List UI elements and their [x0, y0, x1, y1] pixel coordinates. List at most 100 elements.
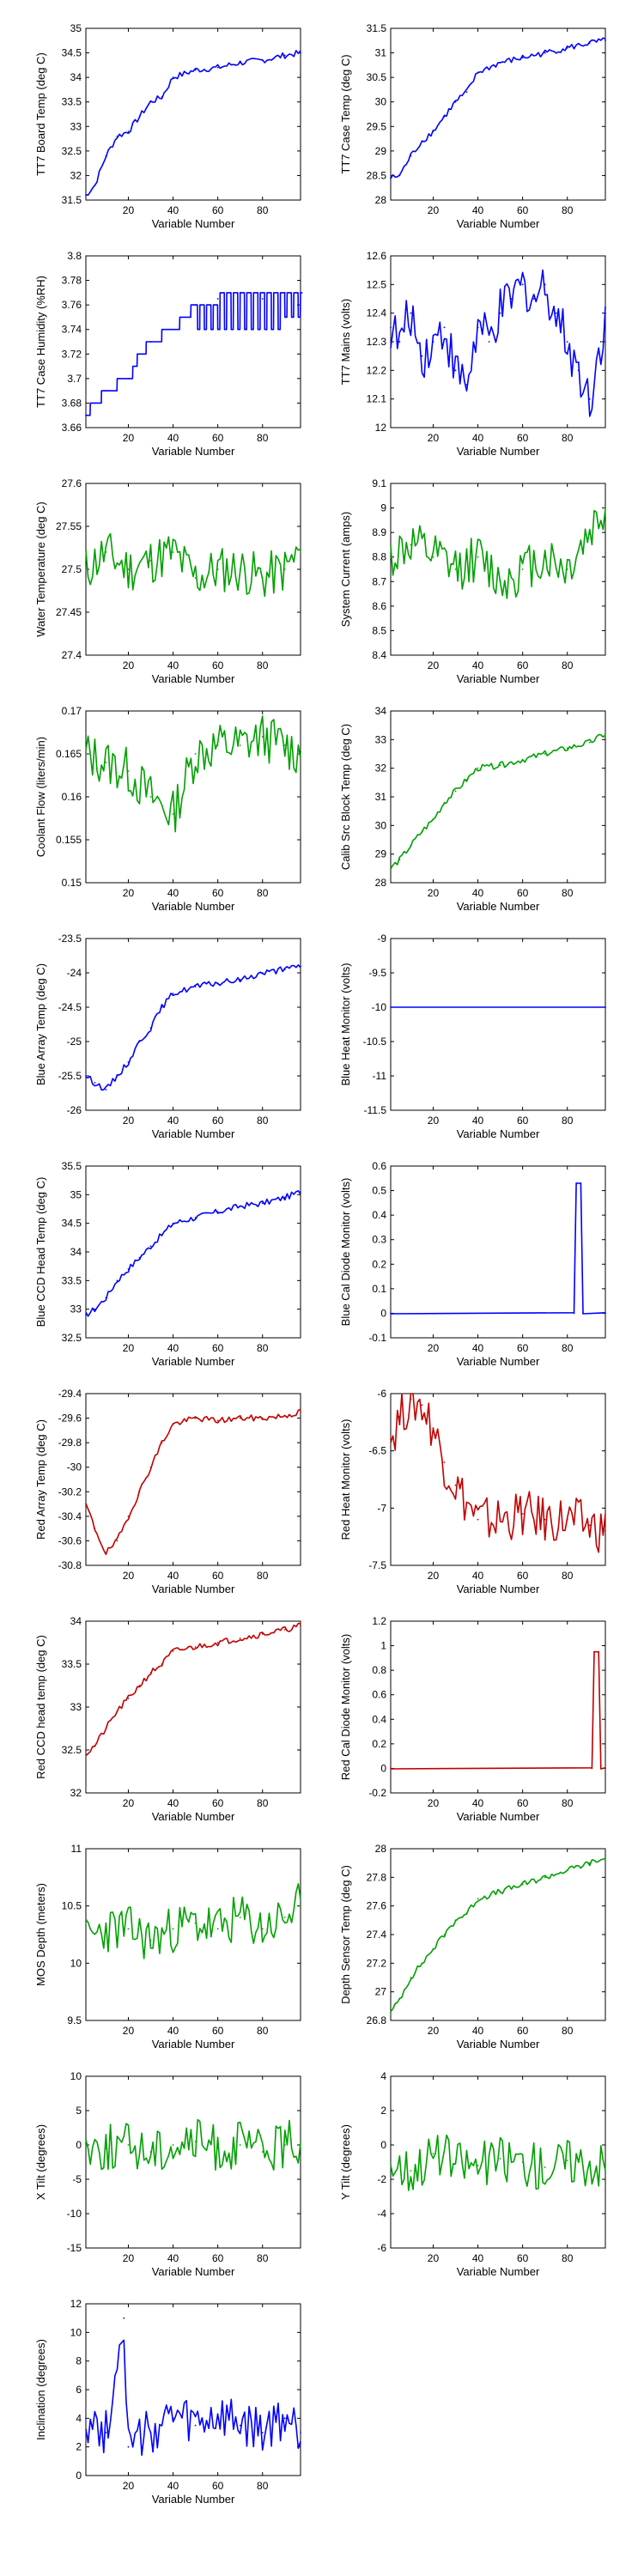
- x-axis-label: Variable Number: [152, 672, 235, 685]
- y-tick-label: 12.1: [367, 393, 387, 405]
- y-tick-label: 3.78: [62, 275, 82, 287]
- data-point: [521, 2161, 524, 2163]
- data-point: [566, 747, 568, 750]
- x-tick-label: 40: [472, 659, 484, 671]
- chart-panel: 8.4 8.5 8.6 8.7 8.8 8.9 9 9.1 20 40 60 80 Variable N…: [339, 477, 606, 685]
- data-point: [149, 1466, 152, 1468]
- y-tick-label: 8.9: [372, 526, 386, 538]
- data-point: [261, 1928, 264, 1930]
- data-point: [432, 341, 434, 343]
- x-tick-label: 20: [428, 1115, 440, 1127]
- x-tick-label: 60: [517, 432, 529, 444]
- data-point: [300, 1411, 301, 1413]
- y-axis-label: Red Cal Diode Monitor (volts): [339, 1634, 352, 1781]
- data-point: [85, 2417, 87, 2420]
- y-tick-label: 29.5: [367, 120, 387, 132]
- series-line: [85, 2339, 301, 2457]
- data-point: [454, 790, 457, 793]
- x-tick-label: 80: [257, 432, 269, 444]
- y-tick-label: 3.8: [67, 250, 82, 262]
- data-point: [390, 556, 392, 558]
- data-point: [216, 568, 219, 570]
- data-point: [94, 1308, 96, 1310]
- y-tick-label: -6: [377, 1388, 386, 1400]
- data-point: [85, 753, 87, 755]
- data-point: [443, 801, 446, 804]
- data-point: [605, 1857, 606, 1860]
- data-point: [300, 291, 301, 294]
- data-point: [432, 131, 434, 132]
- x-tick-label: 60: [212, 887, 224, 899]
- data-point: [432, 2153, 434, 2154]
- data-point: [116, 1279, 118, 1282]
- x-tick-label: 40: [167, 2252, 179, 2264]
- y-tick-label: 8.5: [372, 624, 386, 636]
- x-tick-label: 60: [212, 204, 224, 216]
- x-tick-label: 80: [562, 1797, 574, 1809]
- y-axis-label: Blue Cal Diode Monitor (volts): [339, 1178, 352, 1327]
- series-line: [86, 292, 303, 416]
- data-point: [566, 2160, 568, 2161]
- data-point: [239, 291, 241, 294]
- y-tick-label: -29.8: [58, 1437, 82, 1449]
- y-tick-label: -10: [67, 2208, 82, 2220]
- y-tick-label: 0.155: [56, 834, 82, 846]
- x-tick-label: 80: [257, 2252, 269, 2264]
- y-tick-label: 27.6: [367, 1900, 387, 1912]
- y-tick-label: 29: [375, 145, 387, 157]
- data-point: [477, 1898, 479, 1900]
- data-point: [390, 326, 392, 329]
- x-tick-label: 40: [472, 1342, 484, 1354]
- y-tick-label: 12.2: [367, 364, 387, 376]
- data-point: [566, 46, 568, 49]
- y-tick-label: 28: [375, 877, 387, 889]
- data-point: [432, 556, 434, 558]
- data-point: [172, 2144, 174, 2146]
- x-axis-label: Variable Number: [152, 1583, 235, 1595]
- x-tick-label: 40: [167, 1115, 179, 1127]
- data-point: [194, 1922, 197, 1924]
- data-point: [216, 66, 219, 69]
- data-point: [454, 1484, 457, 1486]
- x-tick-label: 60: [517, 204, 529, 216]
- data-point: [261, 577, 264, 579]
- data-point: [161, 1663, 163, 1665]
- chart-panel: 31.5 32 32.5 33 33.5 34 34.5 35 20 40 60 80 Variable…: [34, 22, 301, 230]
- x-tick-label: 80: [257, 887, 269, 899]
- data-point: [172, 2417, 174, 2420]
- y-tick-label: 30: [375, 96, 387, 108]
- y-tick-label: 12.5: [367, 278, 387, 290]
- y-tick-label: 27.55: [56, 520, 82, 532]
- data-point: [544, 1876, 546, 1879]
- data-point: [544, 283, 546, 286]
- y-tick-label: -6.5: [368, 1445, 386, 1457]
- y-tick-label: 0: [76, 2470, 82, 2482]
- y-tick-label: 10: [70, 2070, 82, 2082]
- y-axis-label: TT7 Mains (volts): [339, 299, 352, 385]
- series-line: [85, 50, 301, 196]
- plot-area: [390, 1165, 606, 1339]
- series-line: [85, 1408, 301, 1555]
- x-tick-label: 20: [123, 432, 135, 444]
- x-axis-label: Variable Number: [152, 2265, 235, 2278]
- data-point: [544, 556, 546, 558]
- y-tick-label: 27.5: [62, 563, 82, 575]
- chart-panel: -30.8 -30.6 -30.4 -30.2 -30 -29.8 -29.6 -29.4 20…: [34, 1388, 301, 1595]
- y-tick-label: 34: [70, 1246, 82, 1258]
- y-tick-label: 30.5: [367, 71, 387, 83]
- x-tick-label: 40: [167, 204, 179, 216]
- plot-area: [85, 1620, 301, 1794]
- y-tick-label: 32: [70, 1787, 82, 1799]
- x-axis-label: Variable Number: [457, 1355, 540, 1368]
- data-point: [575, 1182, 578, 1184]
- y-tick-label: 28: [375, 1843, 387, 1855]
- data-point: [194, 986, 197, 987]
- data-point: [116, 1075, 118, 1077]
- chart-panel: -11.5 -11 -10.5 -10 -9.5 -9 20 40 60 80 Variable N…: [339, 933, 606, 1140]
- data-point: [138, 115, 141, 118]
- data-point: [421, 830, 423, 832]
- data-point: [398, 174, 401, 177]
- x-tick-label: 20: [123, 204, 135, 216]
- data-point: [149, 341, 152, 343]
- data-point: [105, 1728, 107, 1729]
